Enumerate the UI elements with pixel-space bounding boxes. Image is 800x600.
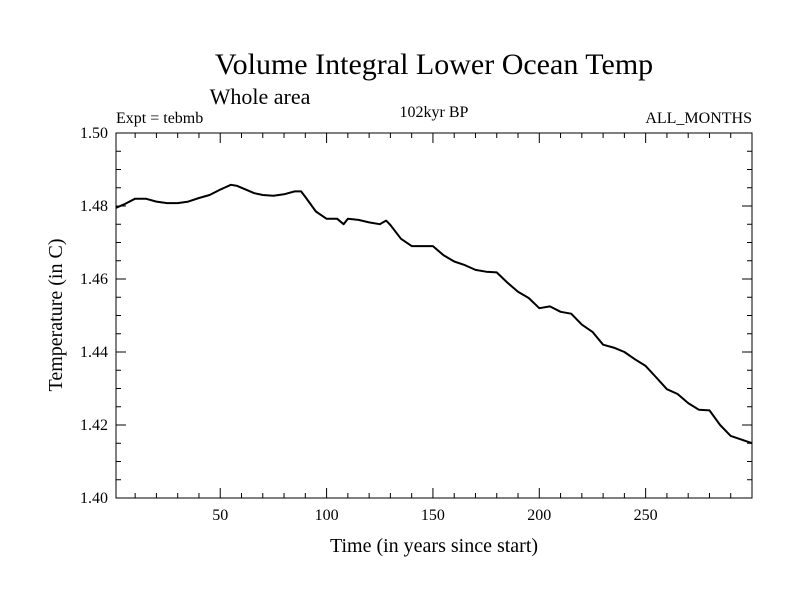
series-line (115, 183, 753, 445)
y-tick-label: 1.50 (80, 125, 108, 142)
experiment-label: Expt = tebmb (116, 110, 203, 127)
plot-frame (115, 132, 753, 499)
x-tick-label: 200 (527, 507, 551, 524)
x-axis-label: Time (in years since start) (330, 535, 538, 557)
y-tick-label: 1.46 (80, 271, 108, 288)
months-label: ALL_MONTHS (645, 110, 752, 127)
period-label: 102kyr BP (400, 104, 469, 121)
x-tick-label: 250 (634, 507, 658, 524)
axis-ticks (116, 132, 752, 499)
y-axis-label: Temperature (in C) (45, 239, 67, 392)
x-tick-label: 150 (421, 507, 445, 524)
tick-labels: 50 100 150 200 250 1.40 1.42 1.44 1.46 1.48 1.50 (80, 125, 658, 524)
y-tick-label: 1.48 (80, 198, 108, 215)
chart-subtitle: Whole area (210, 84, 311, 109)
y-tick-label: 1.44 (80, 344, 108, 361)
y-tick-label: 1.42 (80, 417, 108, 434)
y-tick-label: 1.40 (80, 490, 108, 507)
x-tick-label: 100 (315, 507, 339, 524)
chart-title: Volume Integral Lower Ocean Temp (215, 48, 653, 81)
x-tick-label: 50 (212, 507, 228, 524)
